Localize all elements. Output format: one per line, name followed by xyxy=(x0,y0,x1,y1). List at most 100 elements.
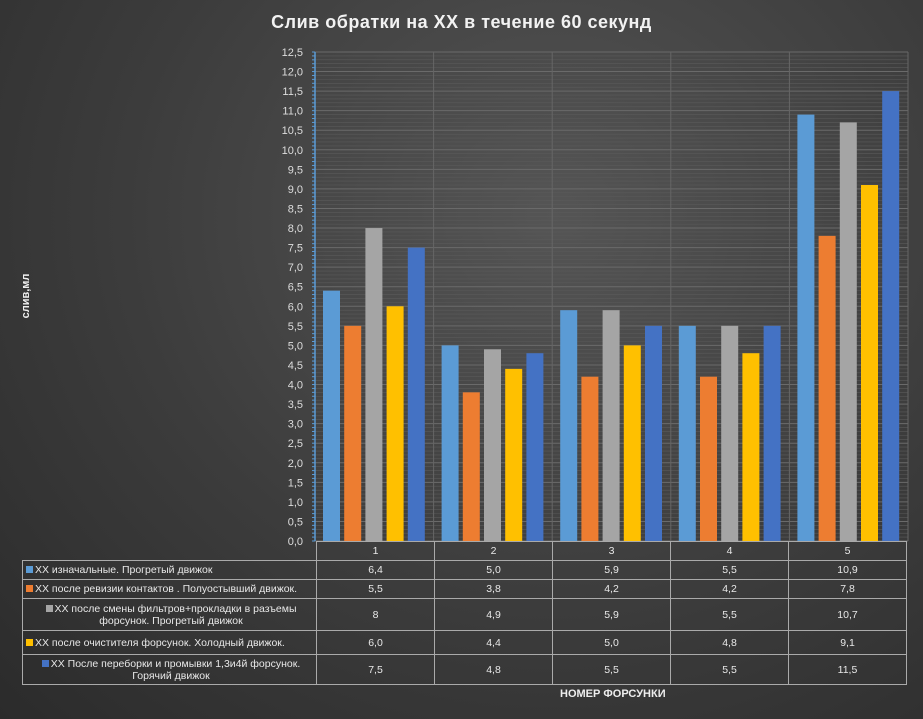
series-name: ХХ После переборки и промывки 1,3и4й фор… xyxy=(50,657,301,682)
series-name: ХХ изначальные. Прогретый движок xyxy=(35,564,213,576)
data-label: 8 xyxy=(316,598,435,631)
data-label: 6,0 xyxy=(316,630,435,655)
data-label: 5,9 xyxy=(552,598,671,631)
y-tick-label: 5,5 xyxy=(288,321,303,333)
table-row: ХХ после очистителя форсунок. Холодный д… xyxy=(22,630,907,655)
series-name: ХХ после смены фильтров+прокладки в разъ… xyxy=(54,602,297,627)
table-row: ХХ После переборки и промывки 1,3и4й фор… xyxy=(22,654,907,685)
data-label: 3,8 xyxy=(434,579,553,599)
y-tick-label: 7,0 xyxy=(288,262,303,274)
y-tick-label: 8,0 xyxy=(288,223,303,235)
legend-swatch-icon xyxy=(41,659,49,667)
category-label: 4 xyxy=(670,541,789,561)
y-tick-label: 6,5 xyxy=(288,282,303,294)
bar-5-series-4 xyxy=(861,185,878,541)
bar-5-series-1 xyxy=(797,114,815,541)
legend-entry: ХХ изначальные. Прогретый движок xyxy=(22,560,317,580)
bar-4-series-4 xyxy=(742,353,760,541)
y-tick-label: 11,0 xyxy=(282,106,303,118)
x-axis-label: НОМЕР ФОРСУНКИ xyxy=(560,688,666,700)
data-table: 1 2 3 4 5 ХХ изначальные. Прогретый движок 6,4… xyxy=(22,541,907,685)
data-label: 5,5 xyxy=(670,560,789,580)
data-label: 11,5 xyxy=(788,654,907,685)
data-label: 7,5 xyxy=(316,654,435,685)
series-name: ХХ после очистителя форсунок. Холодный д… xyxy=(35,636,285,649)
y-tick-label: 10,0 xyxy=(282,145,303,157)
bar-2-series-3 xyxy=(484,349,501,541)
data-label: 4,4 xyxy=(434,630,553,655)
empty-cell xyxy=(23,542,317,561)
bar-3-series-4 xyxy=(623,345,641,541)
data-label: 5,5 xyxy=(670,598,789,631)
y-tick-label: 1,5 xyxy=(288,477,303,489)
y-tick-label: 2,5 xyxy=(288,438,303,450)
y-tick-label: 8,5 xyxy=(288,203,303,215)
y-tick-label: 3,5 xyxy=(288,399,303,411)
y-tick-label: 5,0 xyxy=(288,340,303,352)
data-label: 4,9 xyxy=(434,598,553,631)
y-tick-label: 12,0 xyxy=(282,67,303,79)
data-label: 5,5 xyxy=(552,654,671,685)
data-label: 4,2 xyxy=(670,579,789,599)
y-tick-label: 2,0 xyxy=(288,458,303,470)
bar-4-series-1 xyxy=(678,325,696,541)
table-row: ХХ после смены фильтров+прокладки в разъ… xyxy=(22,598,907,631)
y-tick-label: 9,0 xyxy=(288,184,303,196)
legend-swatch-icon xyxy=(26,585,33,592)
y-tick-label: 7,5 xyxy=(288,243,303,255)
y-tick-label: 6,0 xyxy=(288,301,303,313)
bar-2-series-4 xyxy=(505,368,523,541)
bar-5-series-5 xyxy=(882,91,900,542)
legend-swatch-icon xyxy=(45,604,53,612)
table-row: ХХ изначальные. Прогретый движок 6,4 5,0 5,… xyxy=(22,560,907,580)
legend-entry: ХХ после очистителя форсунок. Холодный д… xyxy=(22,630,317,655)
bar-5-series-3 xyxy=(839,122,857,541)
bar-1-series-2 xyxy=(344,325,362,541)
category-label: 2 xyxy=(434,541,553,561)
bar-1-series-1 xyxy=(323,290,340,541)
bar-4-series-5 xyxy=(763,325,781,541)
data-label: 7,8 xyxy=(788,579,907,599)
category-label: 5 xyxy=(788,541,907,561)
bar-2-series-2 xyxy=(462,392,480,541)
data-label: 5,5 xyxy=(670,654,789,685)
chart-title: Слив обратки на ХХ в течение 60 секунд xyxy=(271,12,652,32)
y-tick-label: 9,5 xyxy=(288,164,303,176)
y-tick-label: 4,0 xyxy=(288,380,303,392)
data-label: 4,2 xyxy=(552,579,671,599)
legend-entry: ХХ после ревизии контактов . Полуостывши… xyxy=(22,579,317,599)
data-label: 9,1 xyxy=(788,630,907,655)
y-tick-label: 0,5 xyxy=(288,516,303,528)
data-label: 4,8 xyxy=(670,630,789,655)
bar-3-series-2 xyxy=(581,376,599,541)
data-label: 10,9 xyxy=(788,560,907,580)
bar-2-series-5 xyxy=(526,353,544,541)
y-tick-label: 1,0 xyxy=(288,497,303,509)
bar-1-series-5 xyxy=(407,247,425,541)
bar-3-series-3 xyxy=(602,310,620,541)
bar-3-series-1 xyxy=(560,310,578,541)
legend-entry: ХХ после смены фильтров+прокладки в разъ… xyxy=(22,598,317,631)
bar-2-series-1 xyxy=(441,345,459,541)
series-name: ХХ после ревизии контактов . Полуостывши… xyxy=(35,583,298,595)
category-label: 3 xyxy=(552,541,671,561)
bar-1-series-3 xyxy=(365,228,383,542)
legend-entry: ХХ После переборки и промывки 1,3и4й фор… xyxy=(22,654,317,685)
data-label: 5,0 xyxy=(552,630,671,655)
bar-5-series-2 xyxy=(818,235,836,541)
table-row: ХХ после ревизии контактов . Полуостывши… xyxy=(22,579,907,599)
y-tick-label: 12,5 xyxy=(282,47,303,59)
category-label: 1 xyxy=(316,541,435,561)
data-label: 10,7 xyxy=(788,598,907,631)
y-tick-label: 4,5 xyxy=(288,360,303,372)
y-tick-label: 11,5 xyxy=(282,86,303,98)
data-label: 6,4 xyxy=(316,560,435,580)
bar-3-series-5 xyxy=(645,325,662,541)
y-tick-label: 10,5 xyxy=(282,125,303,137)
data-label: 5,0 xyxy=(434,560,553,580)
y-tick-label: 3,0 xyxy=(288,419,303,431)
bar-4-series-2 xyxy=(700,376,717,541)
bar-4-series-3 xyxy=(721,325,739,541)
